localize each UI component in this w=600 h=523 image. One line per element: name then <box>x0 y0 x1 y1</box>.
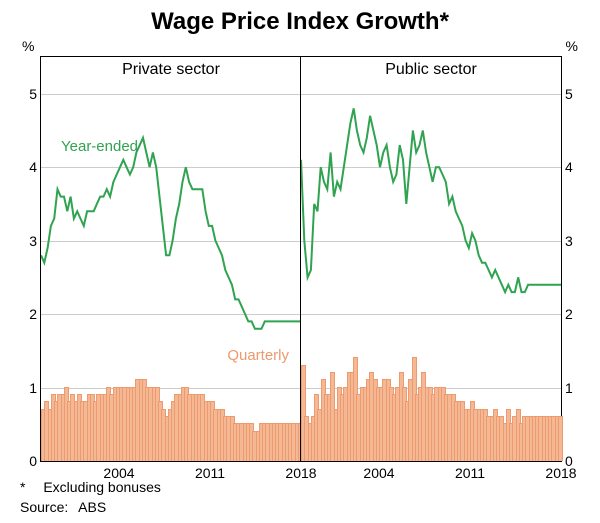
source-value: ABS <box>78 499 106 515</box>
y-tick-label: 3 <box>29 233 37 249</box>
year-ended-line <box>41 57 301 461</box>
source-label: Source: <box>20 499 68 515</box>
y-tick-label: 5 <box>29 86 37 102</box>
footnote-marker: * <box>20 479 25 495</box>
x-tick-label: 2011 <box>455 465 485 481</box>
y-tick-label: 5 <box>565 86 573 102</box>
y-tick-label: 0 <box>29 453 37 469</box>
quarterly-label: Quarterly <box>227 347 289 364</box>
y-unit-right: % <box>566 38 578 54</box>
wage-price-chart: Wage Price Index Growth* % % Private sec… <box>0 0 600 523</box>
y-tick-label: 1 <box>29 380 37 396</box>
y-unit-left: % <box>22 38 34 54</box>
source: Source: ABS <box>20 499 106 515</box>
y-tick-label: 4 <box>565 159 573 175</box>
x-tick-label: 2004 <box>363 465 394 481</box>
footnote: * Excluding bonuses <box>20 479 161 495</box>
footnote-text: Excluding bonuses <box>43 479 161 495</box>
y-tick-label: 2 <box>565 306 573 322</box>
year-ended-line <box>301 57 561 461</box>
x-tick-label: 2018 <box>285 465 316 481</box>
x-tick-label: 2011 <box>195 465 225 481</box>
y-tick-label: 4 <box>29 159 37 175</box>
x-tick-label: 2018 <box>545 465 576 481</box>
y-tick-label: 2 <box>29 306 37 322</box>
year-ended-label: Year-ended <box>61 138 138 155</box>
y-tick-label: 3 <box>565 233 573 249</box>
panel-private-sector: Private sector012345200420112018Year-end… <box>40 56 302 462</box>
y-tick-label: 1 <box>565 380 573 396</box>
panel-public-sector: Public sector012345200420112018 <box>300 56 562 462</box>
chart-title: Wage Price Index Growth* <box>0 0 600 36</box>
